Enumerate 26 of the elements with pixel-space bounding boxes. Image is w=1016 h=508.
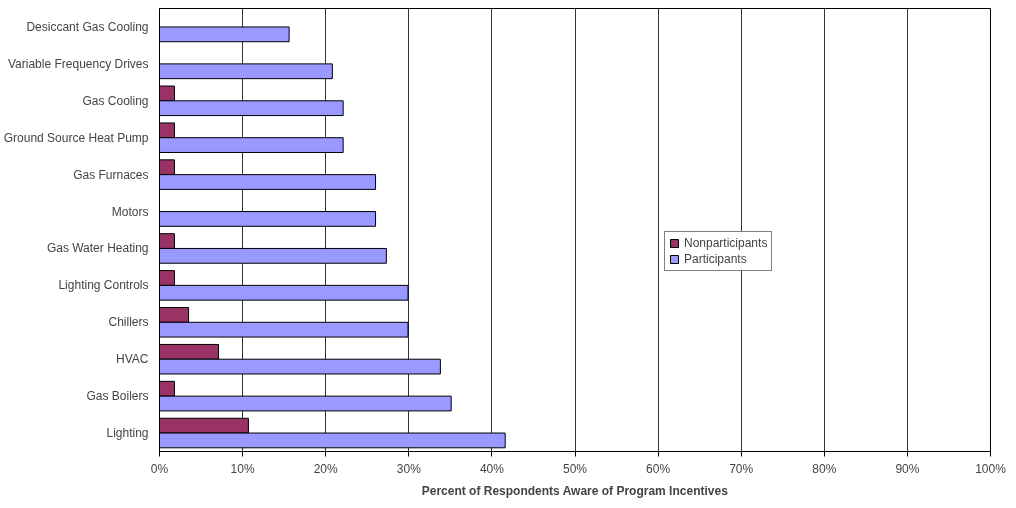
y-tick-label: Motors bbox=[111, 204, 149, 219]
y-tick-label: Lighting bbox=[106, 426, 149, 441]
x-tick-label: 80% bbox=[812, 461, 837, 476]
y-tick-label: Gas Cooling bbox=[82, 93, 149, 108]
x-tick-label: 0% bbox=[150, 461, 169, 476]
x-tick-label: 90% bbox=[895, 461, 920, 476]
x-tick-label: 10% bbox=[230, 461, 255, 476]
x-tick-label: 70% bbox=[729, 461, 754, 476]
x-tick-label: 20% bbox=[313, 461, 339, 476]
y-tick-label: Desiccant Gas Cooling bbox=[26, 19, 149, 34]
x-tick-label: 30% bbox=[396, 461, 422, 476]
x-tick-label: 50% bbox=[562, 461, 588, 476]
x-tick-label: 60% bbox=[646, 461, 671, 476]
y-tick-label: Gas Boilers bbox=[86, 389, 149, 404]
x-tick-label: 100% bbox=[975, 461, 1007, 476]
y-tick-label: Lighting Controls bbox=[58, 278, 149, 293]
y-tick-label: Gas Furnaces bbox=[73, 167, 149, 182]
y-tick-label: Gas Water Heating bbox=[46, 241, 149, 256]
y-tick-label: Ground Source Heat Pump bbox=[3, 130, 149, 145]
legend-label: Nonparticipants bbox=[684, 236, 768, 250]
y-tick-label: HVAC bbox=[116, 352, 149, 367]
legend-label: Participants bbox=[684, 252, 747, 266]
y-tick-label: Variable Frequency Drives bbox=[8, 56, 149, 71]
y-tick-label: Chillers bbox=[108, 315, 149, 330]
x-tick-label: 40% bbox=[479, 461, 505, 476]
x-axis-title: Percent of Respondents Aware of Program Incentives bbox=[421, 483, 729, 498]
